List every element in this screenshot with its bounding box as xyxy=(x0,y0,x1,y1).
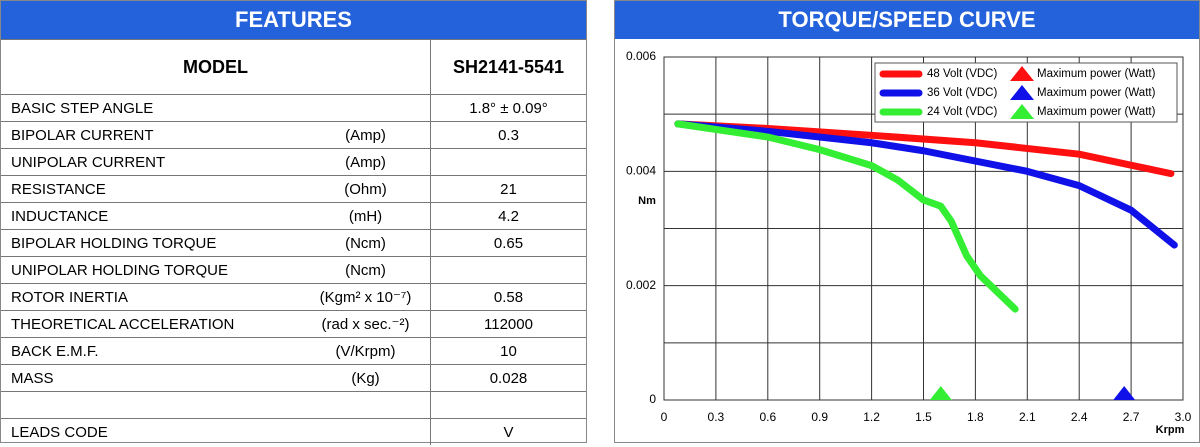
legend-marker xyxy=(1010,85,1034,100)
feature-unit: (mH) xyxy=(301,202,431,230)
feature-row: THEORETICAL ACCELERATION (rad x sec.⁻²) 11… xyxy=(1,310,586,338)
feature-name: THEORETICAL ACCELERATION xyxy=(1,310,301,338)
chart: 0 0.002 0.004 0.006 0 0.3 0.6 0.9 1.2 1.5 1.8 2.1 2.… xyxy=(626,49,1192,436)
series-line xyxy=(674,120,1019,313)
legend-label: 36 Volt (VDC) xyxy=(927,87,997,99)
legend-marker-label: Maximum power (Watt) xyxy=(1037,87,1156,99)
feature-value: 21 xyxy=(430,175,586,203)
x-tick-label: 2.7 xyxy=(1123,410,1140,424)
feature-unit: (Ncm) xyxy=(301,229,431,257)
chart-panel: TORQUE/SPEED CURVE 0 0.002 0.004 0.006 0 0.3 0… xyxy=(614,0,1200,443)
feature-row: UNIPOLAR HOLDING TORQUE (Ncm) xyxy=(1,256,586,284)
feature-value xyxy=(430,256,586,284)
y-tick-label: 0.002 xyxy=(626,278,656,292)
x-tick-label: 2.1 xyxy=(1019,410,1036,424)
features-table: MODEL SH2141-5541 BASIC STEP ANGLE 1.8° ±… xyxy=(1,39,586,445)
feature-row xyxy=(1,391,586,419)
feature-name: BASIC STEP ANGLE xyxy=(1,94,301,122)
feature-value: V xyxy=(430,418,586,445)
legend-label: 24 Volt (VDC) xyxy=(927,106,997,118)
feature-name: ROTOR INERTIA xyxy=(1,283,301,311)
legend-label: 48 Volt (VDC) xyxy=(927,68,997,80)
feature-unit xyxy=(301,391,431,419)
legend-marker-label: Maximum power (Watt) xyxy=(1037,68,1156,80)
x-tick-label: 1.8 xyxy=(967,410,984,424)
feature-name: MASS xyxy=(1,364,301,392)
feature-value: 112000 xyxy=(430,310,586,338)
feature-row: BACK E.M.F. (V/Krpm) 10 xyxy=(1,337,586,365)
x-tick-label: 3.0 xyxy=(1175,410,1192,424)
feature-value xyxy=(430,391,586,419)
feature-row: RESISTANCE (Ohm) 21 xyxy=(1,175,586,203)
feature-value: 0.3 xyxy=(430,121,586,149)
y-tick-label: 0.006 xyxy=(626,49,656,63)
header-row: MODEL SH2141-5541 xyxy=(1,39,586,95)
feature-unit: (Kg) xyxy=(301,364,431,392)
feature-row: BASIC STEP ANGLE 1.8° ± 0.09° xyxy=(1,94,586,122)
feature-unit: (Ohm) xyxy=(301,175,431,203)
feature-value: 0.028 xyxy=(430,364,586,392)
x-axis-label: Krpm xyxy=(1156,424,1185,436)
legend-marker-label: Maximum power (Watt) xyxy=(1037,106,1156,118)
feature-row: BIPOLAR CURRENT (Amp) 0.3 xyxy=(1,121,586,149)
header-cell: SH2141-5541 xyxy=(430,39,586,95)
chart-title: TORQUE/SPEED CURVE xyxy=(615,1,1199,39)
feature-unit: (Amp) xyxy=(301,121,431,149)
feature-value xyxy=(430,148,586,176)
feature-unit xyxy=(301,94,431,122)
features-title: FEATURES xyxy=(1,1,586,39)
feature-value: 0.58 xyxy=(430,283,586,311)
feature-row: UNIPOLAR CURRENT (Amp) xyxy=(1,148,586,176)
feature-name: BACK E.M.F. xyxy=(1,337,301,365)
feature-name: UNIPOLAR CURRENT xyxy=(1,148,301,176)
legend-marker xyxy=(1010,104,1034,119)
feature-row: ROTOR INERTIA (Kgm² x 10⁻⁷) 0.58 xyxy=(1,283,586,311)
x-tick-label: 0.9 xyxy=(811,410,828,424)
feature-unit: (Amp) xyxy=(301,148,431,176)
feature-unit: (Kgm² x 10⁻⁷) xyxy=(301,283,431,311)
feature-name: RESISTANCE xyxy=(1,175,301,203)
max-power-marker xyxy=(929,386,952,400)
feature-row: INDUCTANCE (mH) 4.2 xyxy=(1,202,586,230)
feature-name xyxy=(1,391,301,419)
feature-name: UNIPOLAR HOLDING TORQUE xyxy=(1,256,301,284)
y-axis-label: Nm xyxy=(638,195,656,207)
legend-marker xyxy=(1010,66,1034,81)
feature-unit: (Ncm) xyxy=(301,256,431,284)
y-tick-label: 0.004 xyxy=(626,164,656,178)
feature-value: 10 xyxy=(430,337,586,365)
max-power-marker xyxy=(1113,386,1136,400)
feature-value: 4.2 xyxy=(430,202,586,230)
feature-unit: (V/Krpm) xyxy=(301,337,431,365)
x-tick-label: 0.6 xyxy=(759,410,776,424)
feature-name: LEADS CODE xyxy=(1,418,301,445)
feature-value: 1.8° ± 0.09° xyxy=(430,94,586,122)
header-cell: MODEL xyxy=(1,39,431,95)
feature-unit xyxy=(301,418,431,445)
x-tick-label: 1.2 xyxy=(863,410,880,424)
feature-row: MASS (Kg) 0.028 xyxy=(1,364,586,392)
feature-value: 0.65 xyxy=(430,229,586,257)
feature-row: LEADS CODE V xyxy=(1,418,586,445)
series-line xyxy=(674,120,1178,249)
feature-name: BIPOLAR CURRENT xyxy=(1,121,301,149)
features-panel: FEATURES MODEL SH2141-5541 BASIC STEP AN… xyxy=(0,0,587,445)
x-tick-label: 2.4 xyxy=(1071,410,1088,424)
x-tick-label: 1.5 xyxy=(915,410,932,424)
x-tick-label: 0 xyxy=(661,410,668,424)
feature-name: INDUCTANCE xyxy=(1,202,301,230)
y-tick-label: 0 xyxy=(649,392,656,406)
feature-name: BIPOLAR HOLDING TORQUE xyxy=(1,229,301,257)
x-tick-label: 0.3 xyxy=(708,410,725,424)
feature-unit: (rad x sec.⁻²) xyxy=(301,310,431,338)
feature-row: BIPOLAR HOLDING TORQUE (Ncm) 0.65 xyxy=(1,229,586,257)
